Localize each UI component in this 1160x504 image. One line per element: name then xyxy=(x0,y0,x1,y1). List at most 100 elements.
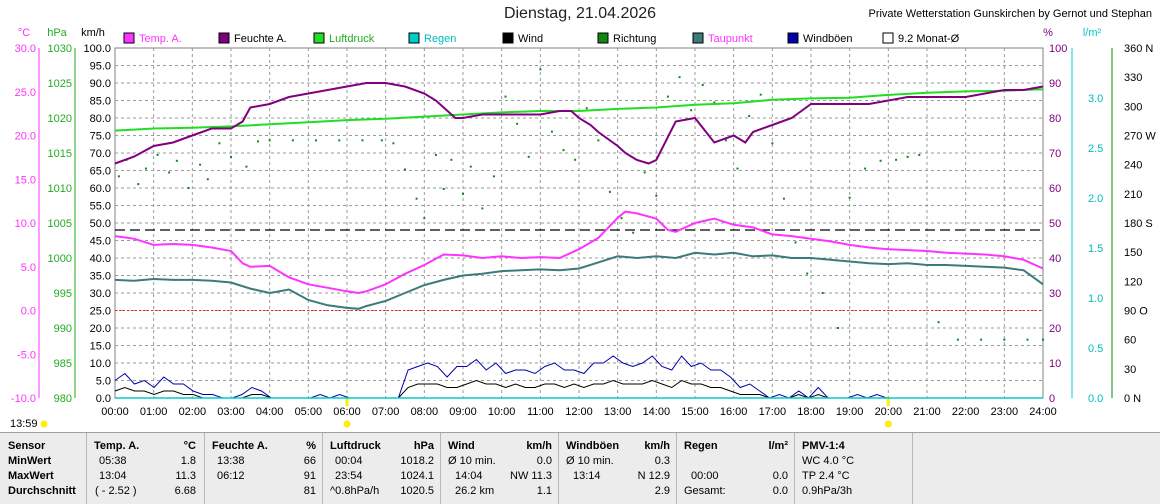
direction-point xyxy=(585,107,588,110)
stat-value: 0.0 xyxy=(772,470,788,482)
direction-point xyxy=(759,93,762,96)
legend-label: Windböen xyxy=(803,33,853,45)
stat-value: 0.9hPa/3h xyxy=(802,485,853,497)
x-tick-label: 24:00 xyxy=(1029,406,1057,418)
stat-unit: hPa xyxy=(413,440,434,452)
stat-value: 0.0 xyxy=(772,485,788,497)
rain-tick-label: 2.5 xyxy=(1088,143,1103,155)
pressure-tick-label: 990 xyxy=(54,323,72,335)
direction-point xyxy=(392,142,395,145)
rain-unit: l/m² xyxy=(1083,27,1102,39)
direction-point xyxy=(492,175,495,178)
direction-point xyxy=(137,183,140,186)
direction-point xyxy=(879,159,882,162)
stat-title: Luftdruck xyxy=(330,440,381,452)
direction-point xyxy=(230,155,232,158)
sunrise-icon xyxy=(40,420,48,428)
direction-point xyxy=(837,327,840,329)
dewpoint-line xyxy=(114,251,1044,310)
stat-value: 1024.1 xyxy=(400,470,434,482)
stat-time: Ø 10 min. xyxy=(448,455,496,467)
weather-chart: Temp. A. Feuchte A. Luftdruck Regen Wind Rich… xyxy=(10,27,1156,430)
stat-title: Temp. A. xyxy=(94,440,140,452)
direction-point xyxy=(864,167,867,170)
wind-tick-label: 5.0 xyxy=(96,376,111,388)
wind-tick-label: 70.0 xyxy=(90,148,111,160)
x-tick-label: 12:00 xyxy=(565,406,593,418)
direction-point xyxy=(450,158,453,161)
stat-value: 6.68 xyxy=(174,485,196,497)
legend-swatch xyxy=(218,32,230,44)
stat-value: 11.3 xyxy=(175,470,196,482)
direction-point xyxy=(736,167,739,170)
direction-point xyxy=(442,187,445,190)
direction-point xyxy=(415,197,418,200)
direction-point xyxy=(821,292,824,294)
stat-value: 1.8 xyxy=(180,455,196,467)
stat-label: Sensor xyxy=(8,440,46,452)
direction-point xyxy=(175,159,178,162)
direction-tick-label: 210 xyxy=(1124,189,1142,201)
x-tick-label: 22:00 xyxy=(952,406,980,418)
direction-tick-label: 150 xyxy=(1124,247,1142,259)
direction-point xyxy=(257,140,260,143)
x-tick-label: 07:00 xyxy=(372,406,400,418)
direction-point xyxy=(462,192,464,195)
stat-time: ( - 2.52 ) xyxy=(95,485,137,497)
wind-tick-label: 45.0 xyxy=(90,236,111,248)
direction-point xyxy=(527,155,530,158)
direction-point xyxy=(782,197,785,200)
direction-point xyxy=(1026,338,1029,341)
stat-value: 81 xyxy=(303,485,316,497)
direction-point xyxy=(713,101,716,104)
legend-label: Richtung xyxy=(613,33,656,45)
stat-value: 0.3 xyxy=(654,455,670,467)
direction-point xyxy=(315,139,318,142)
x-tick-label: 04:00 xyxy=(256,406,284,418)
direction-point xyxy=(481,207,484,210)
pressure-tick-label: 1025 xyxy=(48,78,72,90)
stat-label: MaxWert xyxy=(8,470,54,482)
direction-tick-label: 180 S xyxy=(1124,218,1153,230)
wind-tick-label: 85.0 xyxy=(90,96,111,108)
legend-label: Taupunkt xyxy=(708,33,753,45)
direction-point xyxy=(956,338,959,341)
rain-tick-label: 1.0 xyxy=(1088,293,1103,305)
rain-tick-label: 0.5 xyxy=(1088,343,1103,355)
direction-tick-label: 330 xyxy=(1124,72,1142,84)
direction-point xyxy=(1003,338,1006,341)
stat-value: 66 xyxy=(303,455,316,467)
rain-tick-label: 3.0 xyxy=(1088,93,1103,105)
stat-label: Durchschnitt xyxy=(8,485,76,497)
x-tick-label: 16:00 xyxy=(720,406,748,418)
legend-label: 9.2 Monat-Ø xyxy=(898,33,960,45)
x-tick-label: 10:00 xyxy=(488,406,516,418)
direction-tick-label: 90 O xyxy=(1124,306,1148,318)
humidity-tick-label: 10 xyxy=(1049,358,1061,370)
rain-tick-label: 1.5 xyxy=(1088,243,1103,255)
direction-point xyxy=(268,139,271,142)
x-tick-label: 13:00 xyxy=(604,406,632,418)
direction-point xyxy=(550,130,553,133)
stat-value: N 12.9 xyxy=(637,470,670,482)
direction-tick-label: 270 W xyxy=(1124,131,1156,143)
wind-tick-label: 20.0 xyxy=(90,323,111,335)
pressure-unit: hPa xyxy=(47,27,67,39)
direction-point xyxy=(562,149,565,152)
wind-tick-label: 10.0 xyxy=(90,358,111,370)
direction-point xyxy=(918,153,921,156)
direction-point xyxy=(794,241,797,244)
stat-time: 05:38 xyxy=(99,455,127,467)
stats-rain-column: Regen l/m² 00:00 0.0 Gesamt: 0.0 xyxy=(677,433,795,504)
stat-time: 26.2 km xyxy=(455,485,495,497)
stats-pressure-column: Luftdruck hPa 00:04 1018.2 23:54 1024.1 ^0.… xyxy=(323,433,441,504)
stat-unit: km/h xyxy=(644,440,670,452)
pressure-tick-label: 985 xyxy=(54,358,72,370)
direction-point xyxy=(666,95,669,98)
station-name: Private Wetterstation Gunskirchen by Ger… xyxy=(868,8,1152,20)
stat-time: 06:12 xyxy=(217,470,245,482)
direction-point xyxy=(806,272,809,275)
pressure-tick-label: 995 xyxy=(54,288,72,300)
direction-point xyxy=(516,122,519,125)
direction-point xyxy=(690,109,693,112)
